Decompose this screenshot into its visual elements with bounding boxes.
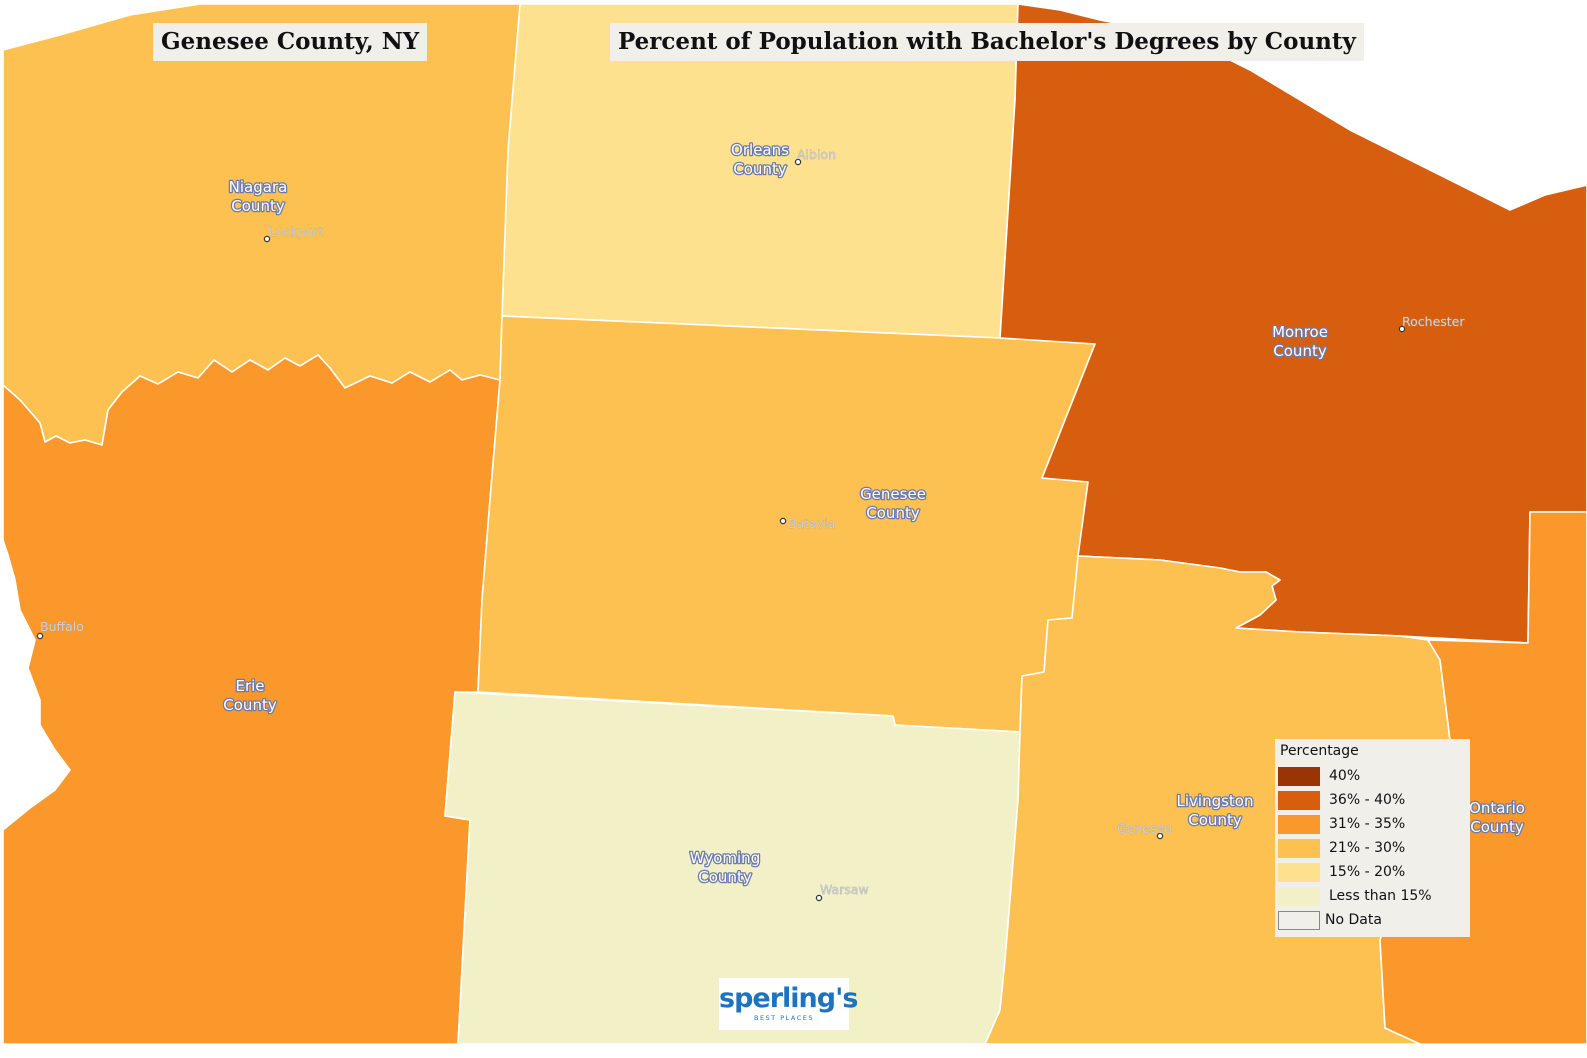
city-label-rochester: Rochester: [1402, 314, 1465, 329]
legend-swatch: [1278, 911, 1320, 930]
legend-label: No Data: [1325, 912, 1382, 928]
logo-wordmark: sperling's: [719, 983, 858, 1014]
legend-item: No Data: [1278, 911, 1468, 931]
city-marker-lockport[interactable]: [263, 235, 271, 243]
city-marker-rochester[interactable]: [1398, 325, 1406, 333]
legend-label: 21% - 30%: [1329, 840, 1406, 856]
legend-title: Percentage: [1280, 743, 1359, 759]
legend-item: 31% - 35%: [1278, 815, 1468, 835]
legend-swatch: [1278, 815, 1320, 834]
legend-swatch: [1278, 839, 1320, 858]
legend-swatch: [1278, 791, 1320, 810]
city-marker-buffalo[interactable]: [36, 632, 44, 640]
city-label-batavia: Batavia: [788, 516, 835, 531]
legend-label: 15% - 20%: [1329, 864, 1406, 880]
city-label-albion: Albion: [797, 147, 836, 162]
map-subtitle: Percent of Population with Bachelor's De…: [610, 23, 1364, 61]
legend-label: 40%: [1329, 768, 1361, 784]
county-label-monroe: Monroe County: [1272, 323, 1328, 360]
legend: Percentage 40% 36% - 40% 31% - 35% 21% -…: [1275, 739, 1470, 937]
county-label-orleans: Orleans County: [731, 141, 789, 178]
city-label-lockport: Lockport: [269, 224, 323, 239]
legend-label: 36% - 40%: [1329, 792, 1406, 808]
city-marker-albion[interactable]: [794, 158, 802, 166]
county-label-wyoming: Wyoming County: [690, 849, 760, 886]
map-title: Genesee County, NY: [153, 23, 428, 61]
city-marker-batavia[interactable]: [779, 517, 787, 525]
city-label-buffalo: Buffalo: [40, 619, 84, 634]
county-label-niagara: Niagara County: [229, 178, 288, 215]
city-label-geneseo: Geneseo: [1117, 821, 1172, 836]
logo-tagline: BEST PLACES: [753, 1014, 815, 1022]
county-shape-erie[interactable]: [2, 354, 501, 1045]
city-marker-warsaw[interactable]: [815, 894, 823, 902]
legend-swatch: [1278, 767, 1320, 786]
city-label-warsaw: Warsaw: [820, 882, 869, 897]
legend-item: 15% - 20%: [1278, 863, 1468, 883]
county-label-ontario: Ontario County: [1469, 799, 1525, 836]
county-label-livingston: Livingston County: [1177, 792, 1254, 829]
legend-item: 40%: [1278, 767, 1468, 787]
legend-item: 21% - 30%: [1278, 839, 1468, 859]
sperlings-logo[interactable]: sperling's BEST PLACES: [719, 978, 858, 1030]
legend-swatch: [1278, 887, 1320, 906]
county-shape-genesee[interactable]: [477, 315, 1096, 733]
legend-swatch: [1278, 863, 1320, 882]
county-label-erie: Erie County: [223, 677, 277, 714]
legend-item: 36% - 40%: [1278, 791, 1468, 811]
bottom-margin: [0, 1044, 1587, 1058]
legend-item: Less than 15%: [1278, 887, 1468, 907]
legend-label: 31% - 35%: [1329, 816, 1406, 832]
city-marker-geneseo[interactable]: [1156, 832, 1164, 840]
legend-label: Less than 15%: [1329, 888, 1432, 904]
county-label-genesee: Genesee County: [860, 485, 926, 522]
